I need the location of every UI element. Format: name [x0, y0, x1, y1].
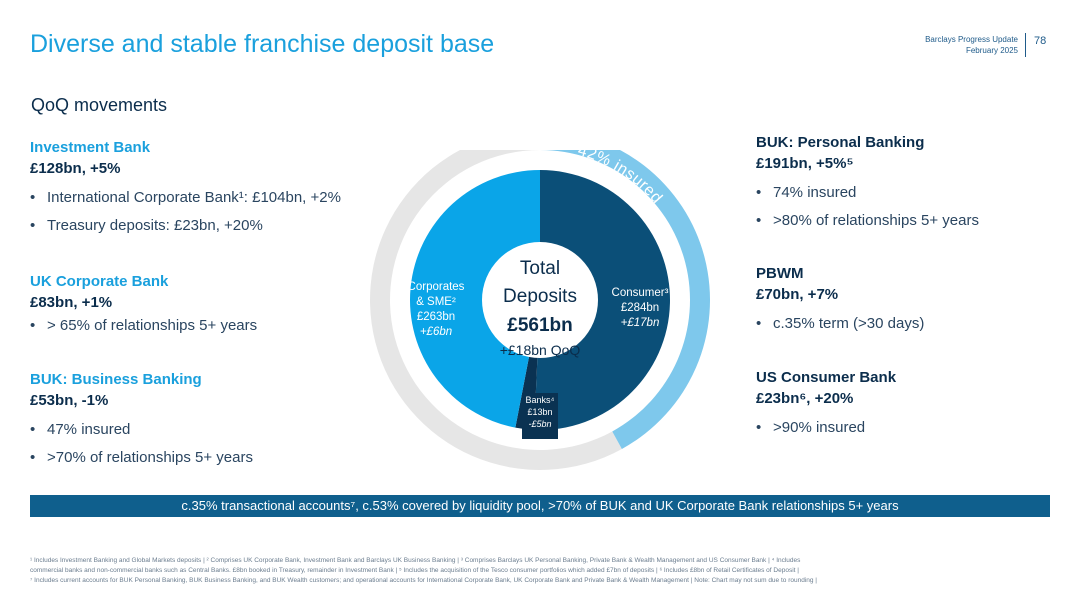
slice-label-text: & SME² — [416, 296, 456, 308]
brand-line-1: Barclays Progress Update — [925, 35, 1018, 44]
segment-bullet: Treasury deposits: £23bn, +20% — [30, 215, 360, 236]
section-subtitle: QoQ movements — [31, 95, 168, 115]
segment-value: £70bn, +7% — [756, 286, 839, 303]
slice-label-text: Consumer³ — [612, 287, 669, 299]
footnote-line: ⁷ Includes current accounts for BUK Pers… — [30, 577, 817, 584]
segment-value: £23bn⁶, +20% — [756, 390, 854, 407]
segment-buk-business-banking: BUK: Business Banking £53bn, -1% 47% ins… — [30, 370, 360, 468]
slice-label-text: +£17bn — [621, 317, 660, 329]
slice-label-0: Consumer³ £284bn +£17bn — [612, 287, 669, 329]
slice-label-text: £284bn — [621, 302, 659, 314]
slice-label-text: Corporates — [408, 281, 465, 293]
segment-bullet: c.35% term (>30 days) — [756, 313, 1080, 334]
segment-bullet: >90% insured — [756, 417, 1080, 438]
slice-label-text: £13bn — [527, 407, 552, 417]
segment-bullet: 47% insured — [30, 419, 360, 440]
segment-heading: UK Corporate Bank — [30, 273, 169, 290]
slice-label-1: Banks⁴ £13bn -£5bn — [522, 393, 558, 439]
center-label: £561bn — [507, 315, 572, 336]
summary-banner: c.35% transactional accounts⁷, c.53% cov… — [30, 495, 1050, 517]
segment-buk-personal-banking: BUK: Personal Banking £191bn, +5%⁵ 74% i… — [756, 133, 1080, 231]
segment-heading: US Consumer Bank — [756, 369, 897, 386]
segment-bullet: >70% of relationships 5+ years — [30, 447, 360, 468]
segment-bullet: International Corporate Bank¹: £104bn, +… — [30, 187, 360, 208]
brand-line-2: February 2025 — [965, 46, 1018, 55]
deposits-donut-chart: 42% insuredConsumer³£284bn+£17bnBanks⁴£1… — [370, 150, 710, 470]
segment-pbwm: PBWM £70bn, +7% c.35% term (>30 days) — [756, 264, 1080, 334]
banks-label-bg — [522, 393, 558, 439]
center-label: Deposits — [503, 286, 577, 307]
center-label: +£18bn QoQ — [500, 342, 581, 358]
slice-label-text: +£6bn — [420, 326, 452, 338]
footnote-line: commercial banks and non-commercial bank… — [30, 567, 799, 574]
donut-hole — [482, 242, 598, 358]
segment-us-consumer-bank: US Consumer Bank £23bn⁶, +20% >90% insur… — [756, 368, 1080, 438]
slice-label-2: Corporates & SME² £263bn +£6bn — [408, 281, 465, 338]
segment-bullet: >80% of relationships 5+ years — [756, 210, 1080, 231]
donut-slice-0 — [534, 170, 670, 430]
segment-heading: Investment Bank — [30, 139, 151, 156]
segment-bullet: > 65% of relationships 5+ years — [30, 315, 360, 336]
segment-bullet: 74% insured — [756, 182, 1080, 203]
slice-label-text: Banks⁴ — [526, 395, 555, 405]
brand-label: Barclays Progress Update February 2025 — [925, 34, 1018, 56]
slice-label-text: -£5bn — [528, 419, 551, 429]
segment-value: £53bn, -1% — [30, 392, 109, 409]
segment-uk-corporate-bank: UK Corporate Bank £83bn, +1% > 65% of re… — [30, 272, 360, 336]
segment-heading: PBWM — [756, 265, 804, 282]
segment-investment-bank: Investment Bank £128bn, +5% Internationa… — [30, 138, 360, 236]
segment-value: £191bn, +5%⁵ — [756, 155, 854, 172]
footnotes: ¹ Includes Investment Banking and Global… — [30, 556, 1050, 586]
donut-slice-2 — [409, 170, 540, 428]
center-label: Total — [520, 258, 560, 279]
header-divider — [1025, 33, 1026, 57]
slice-label-text: £263bn — [417, 311, 455, 323]
footnote-line: ¹ Includes Investment Banking and Global… — [30, 557, 801, 564]
page-number: 78 — [1034, 35, 1047, 47]
segment-value: £128bn, +5% — [30, 160, 121, 177]
segment-value: £83bn, +1% — [30, 294, 113, 311]
segment-heading: BUK: Personal Banking — [756, 134, 925, 151]
page-title: Diverse and stable franchise deposit bas… — [30, 30, 495, 58]
segment-heading: BUK: Business Banking — [30, 371, 202, 388]
